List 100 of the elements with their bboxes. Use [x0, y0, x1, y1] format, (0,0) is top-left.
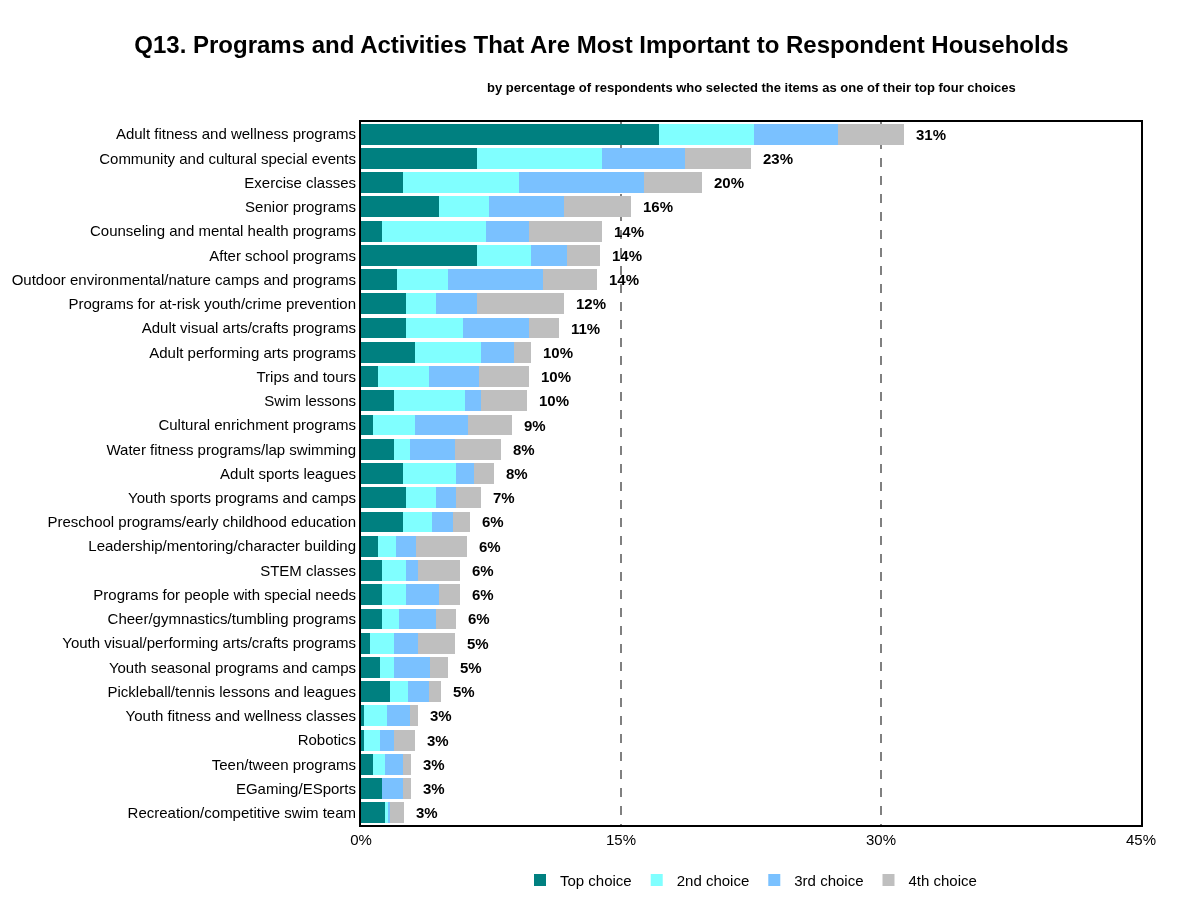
y-tick-label: Cheer/gymnastics/tumbling programs: [107, 610, 356, 628]
total-label: 3%: [423, 780, 445, 797]
bar: [361, 438, 394, 460]
bar: [465, 390, 481, 412]
total-label: 8%: [506, 465, 528, 482]
total-label: 10%: [543, 344, 574, 361]
bar: [378, 535, 396, 557]
y-tick-label: After school programs: [209, 246, 356, 264]
bar: [361, 681, 391, 703]
total-label: 3%: [416, 804, 438, 821]
bar: [409, 705, 419, 727]
chart-title: Q13. Programs and Activities That Are Most Important to Respondent Households: [134, 31, 1069, 59]
bar: [406, 317, 464, 339]
bar: [477, 293, 564, 315]
total-label: 6%: [482, 513, 504, 530]
bar: [361, 753, 374, 775]
y-tick-label: STEM classes: [260, 561, 356, 579]
bar: [361, 802, 386, 824]
bar: [361, 172, 403, 194]
y-tick-label: Adult fitness and wellness programs: [115, 125, 356, 143]
bar: [381, 560, 407, 581]
bar: [399, 608, 436, 630]
y-tick-label: Water fitness programs/lap swimming: [106, 440, 356, 458]
total-label: 5%: [453, 683, 475, 700]
bar: [393, 632, 419, 654]
bar: [361, 414, 374, 436]
total-label: 3%: [423, 756, 445, 773]
bar: [659, 123, 755, 145]
bar: [373, 753, 386, 775]
total-label: 12%: [576, 295, 607, 312]
bar: [361, 390, 394, 412]
bar: [393, 438, 410, 460]
x-tick-label: 0%: [350, 831, 372, 848]
bar: [454, 438, 502, 460]
bar: [385, 753, 403, 775]
bar: [409, 438, 455, 460]
chart-subtitle: by percentage of respondents who selected the items as one of their top four choices: [487, 80, 1016, 95]
bar: [361, 608, 382, 630]
bar: [837, 123, 904, 145]
y-tick-label: Swim lessons: [264, 392, 356, 410]
bar: [369, 632, 394, 654]
total-label: 7%: [493, 489, 515, 506]
bar: [380, 657, 394, 678]
bar: [529, 220, 602, 242]
legend-label: 4th choice: [908, 871, 977, 889]
bar: [361, 535, 379, 557]
bar: [361, 463, 403, 484]
bar: [543, 269, 597, 290]
total-label: 14%: [612, 247, 643, 264]
bar: [406, 560, 419, 581]
bar: [567, 244, 601, 266]
total-label: 8%: [513, 441, 535, 458]
bar: [381, 608, 400, 630]
bar: [406, 293, 436, 315]
y-tick-label: Exercise classes: [244, 173, 356, 191]
bar: [387, 705, 410, 727]
bar: [529, 317, 559, 339]
y-tick-label: Cultural enrichment programs: [158, 416, 356, 434]
total-label: 10%: [541, 368, 572, 385]
bar: [393, 390, 465, 412]
bar: [478, 366, 530, 387]
bar: [380, 729, 394, 751]
bar: [485, 220, 530, 242]
total-label: 14%: [614, 223, 645, 240]
bar: [643, 172, 703, 194]
bar: [477, 244, 531, 266]
y-tick-label: Adult performing arts programs: [149, 343, 356, 361]
y-tick-label: Youth sports programs and camps: [128, 488, 356, 506]
y-tick-label: Outdoor environmental/nature camps and programs: [11, 270, 356, 288]
bar: [361, 269, 398, 290]
bar: [513, 341, 531, 363]
total-label: 6%: [472, 562, 494, 579]
y-tick-label: Recreation/competitive swim team: [127, 804, 356, 822]
bar: [432, 511, 453, 533]
bar: [685, 147, 751, 169]
bar: [361, 560, 382, 581]
bar: [393, 657, 431, 678]
bar: [480, 341, 514, 363]
bar: [402, 778, 412, 800]
bar: [361, 293, 407, 315]
bar: [361, 778, 382, 800]
y-tick-label: EGaming/ESports: [235, 779, 356, 797]
bar: [456, 463, 474, 484]
x-tick-label: 30%: [865, 831, 897, 848]
bar: [463, 317, 530, 339]
y-tick-label: Adult visual arts/crafts programs: [141, 319, 356, 337]
y-tick-label: Programs for people with special needs: [93, 585, 356, 603]
bar: [530, 244, 568, 266]
bar: [418, 632, 455, 654]
total-label: 16%: [643, 198, 674, 215]
bar: [402, 511, 433, 533]
y-tick-label: Youth visual/performing arts/crafts programs: [62, 634, 356, 652]
bar: [402, 463, 457, 484]
bar: [393, 729, 415, 751]
x-tick-label: 45%: [1125, 831, 1157, 848]
bar: [435, 608, 457, 630]
y-tick-label: Teen/tween programs: [211, 755, 356, 773]
bar: [395, 535, 417, 557]
bar: [563, 196, 632, 218]
y-tick-label: Senior programs: [245, 198, 356, 216]
